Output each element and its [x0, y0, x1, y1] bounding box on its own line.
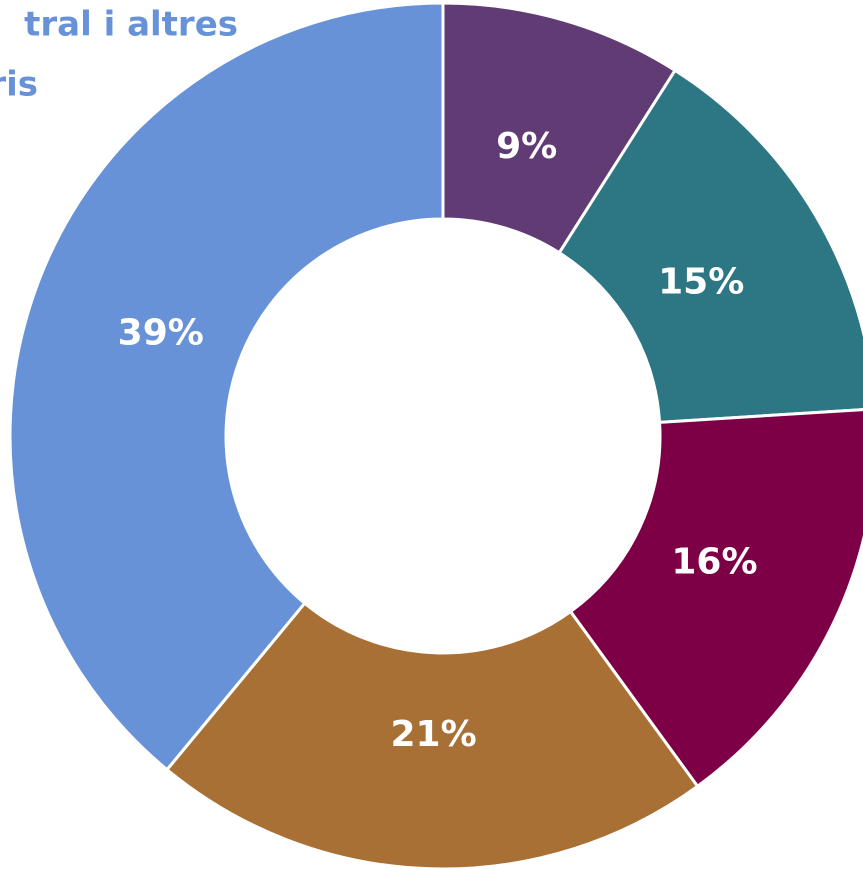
value-label: 39%: [118, 312, 204, 353]
value-label: 9%: [496, 126, 557, 167]
value-label: 15%: [658, 261, 744, 302]
slice: [164, 601, 700, 869]
slice: [8, 1, 445, 772]
slice: [441, 1, 678, 255]
value-label: 16%: [671, 542, 757, 583]
slice: [557, 68, 863, 424]
slice: [568, 408, 863, 789]
value-label: 21%: [390, 714, 476, 755]
annotation: ris: [0, 65, 38, 105]
annotation: tral i altres: [24, 5, 238, 45]
